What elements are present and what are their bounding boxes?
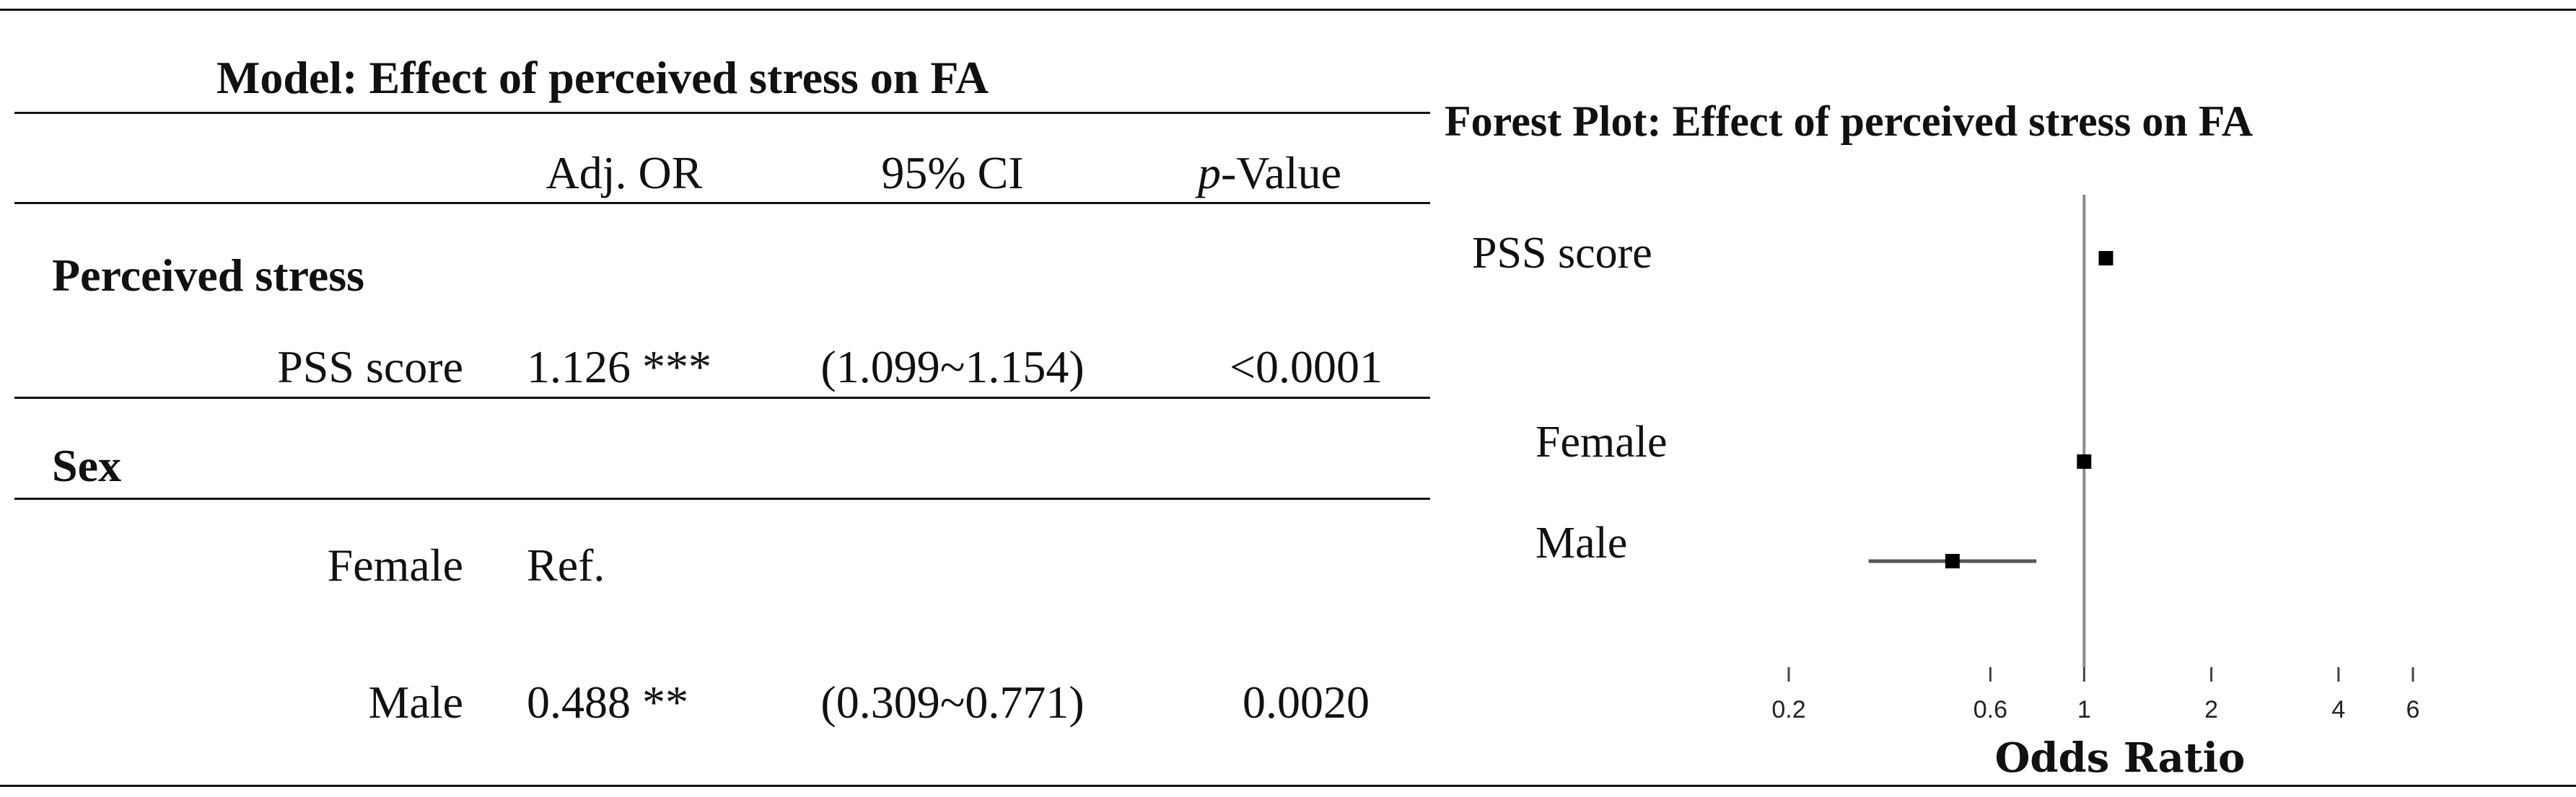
section-heading-sex: Sex bbox=[52, 440, 121, 491]
row-label: Female bbox=[327, 540, 463, 591]
x-tick-label: 0.2 bbox=[1771, 696, 1805, 723]
row-ci: (1.099~1.154) bbox=[820, 341, 1085, 392]
section-heading-perceived-stress: Perceived stress bbox=[52, 250, 365, 301]
row-ci: (0.309~0.771) bbox=[820, 677, 1085, 728]
estimate-marker bbox=[2098, 251, 2113, 265]
bottom-rule bbox=[0, 785, 2576, 787]
row-adj-or: Ref. bbox=[527, 540, 605, 591]
table-header-rule bbox=[14, 112, 1430, 114]
forest-row-label: Female bbox=[1535, 418, 1668, 467]
column-header-ci: 95% CI bbox=[881, 147, 1024, 198]
section-divider-rule bbox=[14, 498, 1430, 500]
x-tick-label: 1 bbox=[2077, 696, 2091, 723]
forest-row-label: PSS score bbox=[1472, 229, 1652, 278]
column-header-adj-or: Adj. OR bbox=[546, 147, 703, 198]
row-label: Male bbox=[368, 677, 464, 728]
estimate-marker bbox=[2077, 454, 2092, 469]
x-tick-label: 0.6 bbox=[1973, 696, 2007, 723]
p-italic: p bbox=[1198, 147, 1221, 198]
row-adj-or: 1.126 *** bbox=[527, 341, 711, 392]
x-axis-label: Odds Ratio bbox=[1995, 734, 2246, 782]
forest-row-label: Male bbox=[1535, 519, 1628, 568]
row-label: PSS score bbox=[277, 341, 463, 392]
section-divider-rule bbox=[14, 397, 1430, 399]
column-header-p-value: p-Value bbox=[1198, 150, 1341, 196]
x-tick-label: 6 bbox=[2406, 696, 2420, 723]
table-subheader-rule bbox=[14, 202, 1430, 204]
x-tick-label: 2 bbox=[2204, 696, 2218, 723]
forest-plot-title: Forest Plot: Effect of perceived stress … bbox=[1445, 97, 2253, 145]
p-value-suffix: -Value bbox=[1221, 147, 1342, 198]
row-p-value: <0.0001 bbox=[1229, 341, 1383, 392]
top-rule bbox=[0, 9, 2576, 11]
x-tick-label: 4 bbox=[2331, 696, 2345, 723]
row-p-value: 0.0020 bbox=[1243, 677, 1370, 728]
table-title: Model: Effect of perceived stress on FA bbox=[216, 52, 989, 103]
estimate-marker bbox=[1945, 554, 1960, 568]
row-adj-or: 0.488 ** bbox=[527, 677, 688, 728]
